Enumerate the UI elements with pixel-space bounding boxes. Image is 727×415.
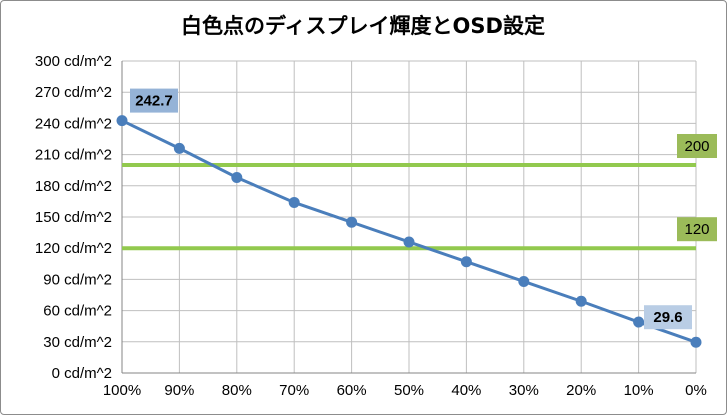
- data-point: [633, 316, 645, 328]
- x-tick-label: 90%: [164, 382, 194, 399]
- data-point: [575, 295, 587, 307]
- data-point: [116, 115, 128, 127]
- y-axis-ticks: 0 cd/m^2 30 cd/m^2 60 cd/m^2 90 cd/m^2 120 c…: [35, 53, 112, 382]
- y-tick-label: 150 cd/m^2: [35, 209, 112, 226]
- y-tick-label: 180 cd/m^2: [35, 178, 112, 195]
- y-tick-label: 300 cd/m^2: [35, 53, 112, 70]
- x-tick-label: 60%: [337, 382, 367, 399]
- y-tick-label: 0 cd/m^2: [52, 365, 112, 382]
- reference-label-box: [677, 134, 717, 158]
- gridlines: [121, 60, 697, 374]
- data-label-box: [130, 88, 178, 113]
- y-tick-label: 120 cd/m^2: [35, 240, 112, 257]
- x-tick-label: 70%: [279, 382, 309, 399]
- data-label: 242.7: [135, 93, 173, 110]
- y-tick-label: 90 cd/m^2: [43, 271, 112, 288]
- x-tick-label: 40%: [451, 382, 481, 399]
- reference-label: 120: [684, 221, 709, 238]
- x-axis-ticks: 100% 90% 80% 70% 60% 50% 40% 30% 20% 10% 0%: [103, 382, 707, 399]
- data-point: [403, 236, 415, 248]
- data-point: [690, 336, 702, 348]
- reference-label: 200: [684, 138, 709, 155]
- chart-title: 白色点のディスプレイ輝度とOSD設定: [181, 14, 545, 38]
- x-tick-label: 50%: [394, 382, 424, 399]
- data-point: [346, 216, 358, 228]
- x-tick-label: 80%: [222, 382, 252, 399]
- x-tick-label: 20%: [566, 382, 596, 399]
- data-point: [518, 275, 530, 287]
- data-point: [231, 171, 243, 183]
- y-tick-label: 30 cd/m^2: [43, 334, 112, 351]
- y-tick-label: 240 cd/m^2: [35, 115, 112, 132]
- x-tick-label: 100%: [103, 382, 141, 399]
- reference-label-box: [677, 217, 717, 242]
- data-labels: 242.7 29.6: [130, 88, 692, 330]
- data-label: 29.6: [653, 309, 682, 326]
- data-label-box: [644, 305, 692, 330]
- y-tick-label: 270 cd/m^2: [35, 84, 112, 101]
- series: [116, 115, 702, 348]
- y-tick-label: 60 cd/m^2: [43, 303, 112, 320]
- data-point: [173, 142, 185, 154]
- data-point: [288, 196, 300, 208]
- reference-lines: 200 120: [122, 134, 717, 251]
- x-tick-label: 30%: [509, 382, 539, 399]
- x-tick-label: 10%: [624, 382, 654, 399]
- x-tick-label: 0%: [685, 382, 707, 399]
- y-tick-label: 210 cd/m^2: [35, 147, 112, 164]
- data-point: [460, 256, 472, 268]
